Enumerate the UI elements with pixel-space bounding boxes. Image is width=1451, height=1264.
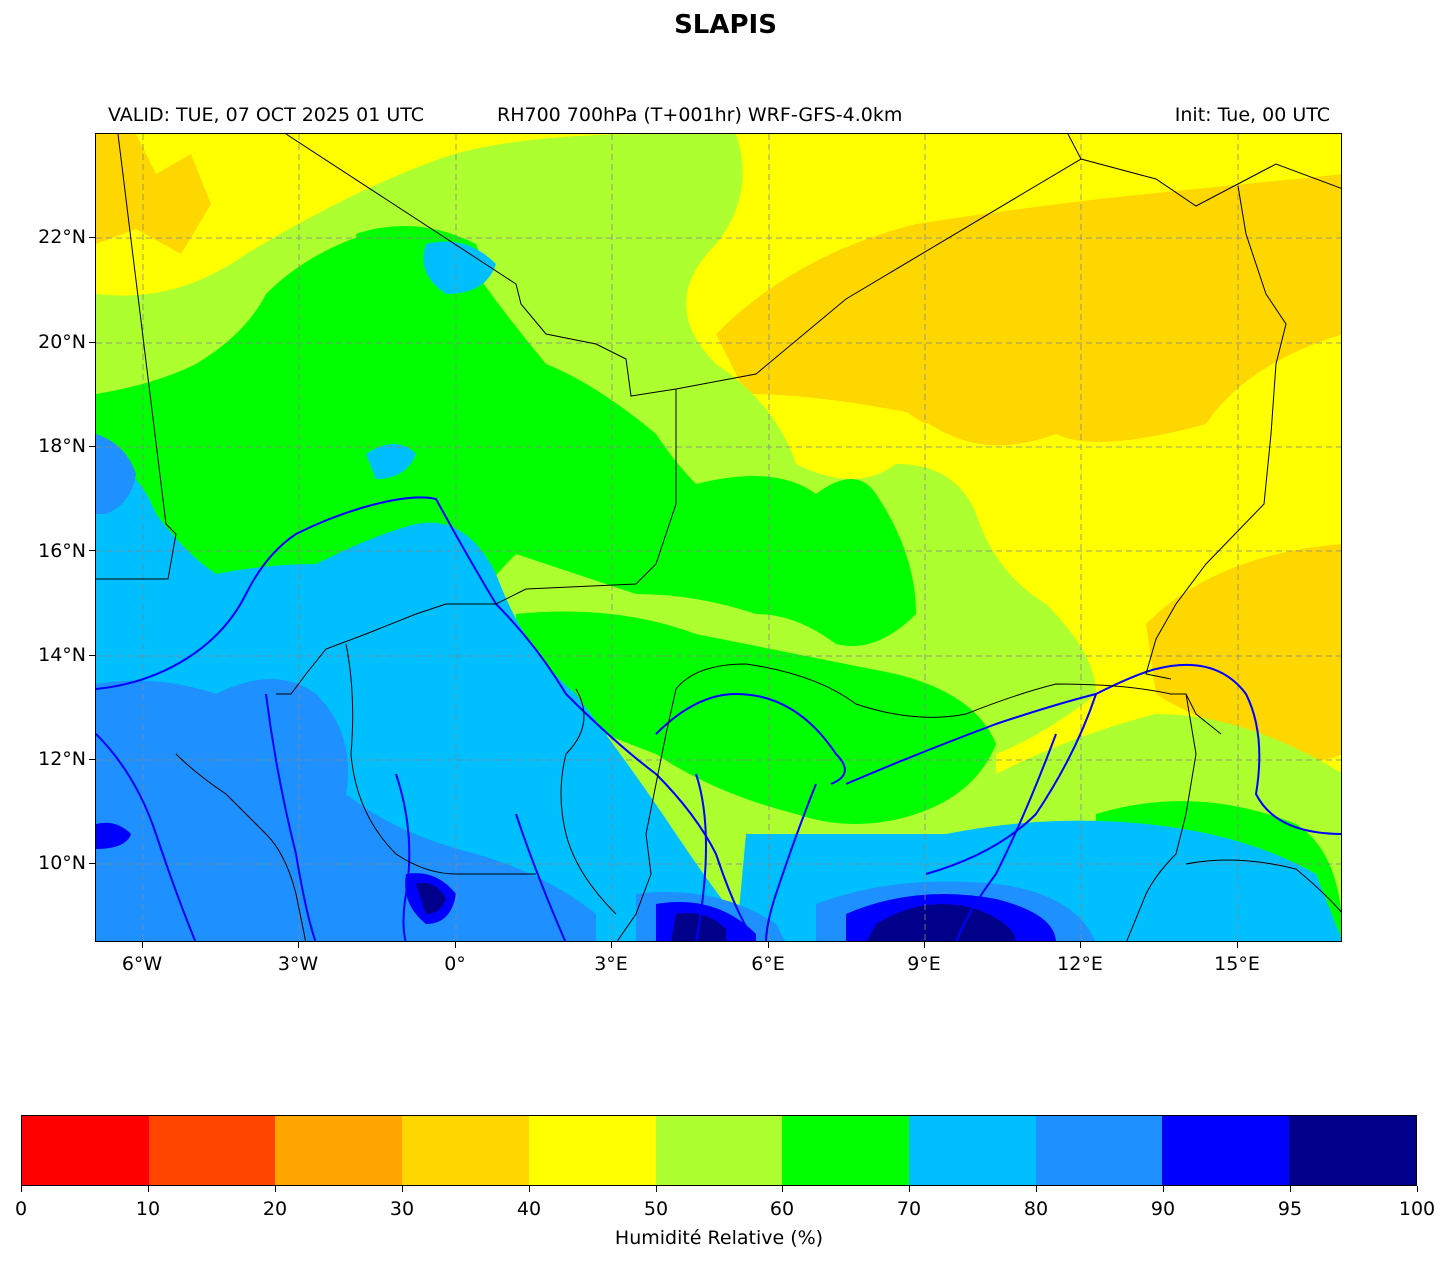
gridlines (96, 134, 1341, 941)
lon-label-15e: 15°E (1214, 953, 1260, 975)
colorbar-tick-label: 20 (262, 1198, 288, 1220)
colorbar-tick-label: 100 (1398, 1198, 1436, 1220)
colorbar-segment (402, 1116, 529, 1185)
lon-tick (1237, 942, 1238, 948)
lon-tick (142, 942, 143, 948)
lat-tick (89, 759, 95, 760)
lon-tick (298, 942, 299, 948)
colorbar-segment (528, 1116, 656, 1185)
colorbar-tick (275, 1186, 276, 1192)
lon-tick (768, 942, 769, 948)
lon-tick (611, 942, 612, 948)
colorbar-tick-label: 10 (135, 1198, 161, 1220)
lat-tick (89, 237, 95, 238)
colorbar-segment (782, 1116, 910, 1185)
lat-tick (89, 446, 95, 447)
colorbar-tick (656, 1186, 657, 1192)
lon-label-6e: 6°E (751, 953, 785, 975)
colorbar-tick (1290, 1186, 1291, 1192)
lat-label-20n: 20°N (38, 331, 86, 353)
lat-tick (89, 655, 95, 656)
colorbar-segment (909, 1116, 1036, 1185)
humidity-map (95, 133, 1342, 942)
lon-label-3w: 3°W (277, 953, 319, 975)
colorbar-tick (529, 1186, 530, 1192)
colorbar-tick-label: 95 (1277, 1198, 1303, 1220)
colorbar-segment (655, 1116, 783, 1185)
lon-label-6w: 6°W (121, 953, 163, 975)
colorbar-tick (1163, 1186, 1164, 1192)
lat-label-18n: 18°N (38, 435, 86, 457)
colorbar-tick-label: 90 (1150, 1198, 1176, 1220)
lon-label-9e: 9°E (907, 953, 941, 975)
lat-tick (89, 550, 95, 551)
colorbar (21, 1115, 1417, 1186)
lon-tick (455, 942, 456, 948)
colorbar-label: Humidité Relative (%) (614, 1227, 824, 1249)
colorbar-tick-label: 80 (1023, 1198, 1049, 1220)
lon-tick (924, 942, 925, 948)
colorbar-segment (22, 1116, 149, 1185)
colorbar-tick (909, 1186, 910, 1192)
lon-label-3e: 3°E (594, 953, 628, 975)
lat-label-10n: 10°N (38, 852, 86, 874)
product-label: RH700 700hPa (T+001hr) WRF-GFS-4.0km (497, 104, 903, 126)
colorbar-tick (148, 1186, 149, 1192)
colorbar-tick (1036, 1186, 1037, 1192)
lon-label-12e: 12°E (1057, 953, 1103, 975)
colorbar-segment (1035, 1116, 1163, 1185)
lat-tick (89, 863, 95, 864)
lat-label-22n: 22°N (38, 226, 86, 248)
colorbar-segment (1162, 1116, 1290, 1185)
colorbar-tick-label: 0 (14, 1198, 28, 1220)
colorbar-tick (1417, 1186, 1418, 1192)
colorbar-segment (1289, 1116, 1416, 1185)
lat-label-12n: 12°N (38, 748, 86, 770)
map-title: SLAPIS (674, 10, 777, 40)
lat-label-14n: 14°N (38, 644, 86, 666)
colorbar-tick-label: 40 (516, 1198, 542, 1220)
colorbar-tick-label: 60 (769, 1198, 795, 1220)
colorbar-tick-label: 50 (643, 1198, 669, 1220)
lat-tick (89, 342, 95, 343)
valid-time-label: VALID: TUE, 07 OCT 2025 01 UTC (108, 104, 424, 126)
rh-field-dry (96, 134, 1341, 761)
colorbar-segment (275, 1116, 403, 1185)
init-time-label: Init: Tue, 00 UTC (1174, 104, 1330, 126)
rivers (96, 496, 1341, 941)
colorbar-tick (21, 1186, 22, 1192)
colorbar-tick-label: 30 (389, 1198, 415, 1220)
colorbar-tick (402, 1186, 403, 1192)
country-borders (96, 134, 1341, 941)
colorbar-segment (148, 1116, 276, 1185)
lon-tick (1080, 942, 1081, 948)
colorbar-tick (782, 1186, 783, 1192)
lat-label-16n: 16°N (38, 540, 86, 562)
lon-label-0: 0° (444, 953, 466, 975)
colorbar-tick-label: 70 (896, 1198, 922, 1220)
